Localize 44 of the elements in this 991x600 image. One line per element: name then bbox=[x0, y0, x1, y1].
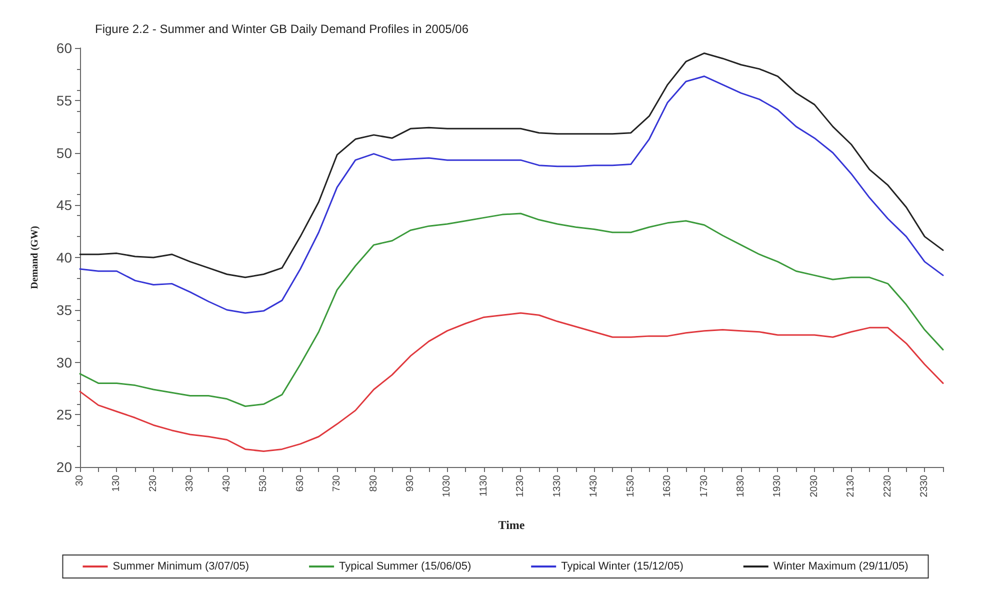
x-tick-label: 30 bbox=[74, 474, 86, 486]
x-tick-label: 2030 bbox=[808, 474, 820, 498]
x-tick-label: 1030 bbox=[442, 474, 453, 498]
y-tick-label: 20 bbox=[56, 459, 72, 475]
x-tick-label: 230 bbox=[148, 474, 159, 492]
y-tick-label: 35 bbox=[56, 302, 72, 318]
x-axis-title: Time bbox=[498, 518, 526, 532]
x-tick-label: 1430 bbox=[588, 474, 600, 498]
chart-title: Figure 2.2 - Summer and Winter GB Daily Demand Profiles in 2005/06 bbox=[95, 22, 469, 36]
x-tick-label: 530 bbox=[258, 474, 270, 492]
y-tick-label: 60 bbox=[56, 40, 72, 56]
legend-label: Typical Summer (15/06/05) bbox=[339, 560, 472, 572]
y-tick-label: 30 bbox=[56, 354, 72, 370]
y-axis-title: Demand (GW) bbox=[30, 226, 40, 290]
y-tick-label: 55 bbox=[56, 92, 72, 108]
x-tick-label: 1330 bbox=[552, 474, 563, 498]
line-series bbox=[79, 312, 944, 452]
x-tick-label: 1830 bbox=[736, 474, 747, 498]
x-tick-label: 1930 bbox=[772, 474, 784, 498]
y-tick-label: 40 bbox=[56, 250, 72, 266]
line-series bbox=[79, 212, 944, 407]
x-tick-label: 2230 bbox=[882, 474, 894, 498]
x-tick-label: 130 bbox=[111, 474, 122, 492]
x-tick-label: 630 bbox=[294, 474, 306, 492]
y-tick-label: 50 bbox=[56, 144, 72, 161]
x-tick-label: 730 bbox=[332, 474, 343, 492]
line-series bbox=[79, 52, 944, 278]
line-series bbox=[79, 76, 944, 314]
x-tick-label: 1130 bbox=[478, 474, 490, 497]
x-tick-label: 2130 bbox=[846, 474, 857, 498]
x-tick-label: 430 bbox=[221, 474, 232, 492]
x-tick-label: 1530 bbox=[625, 474, 636, 498]
x-tick-label: 830 bbox=[368, 474, 380, 492]
x-tick-label: 1230 bbox=[515, 474, 526, 498]
x-tick-label: 930 bbox=[405, 474, 416, 492]
x-tick-label: 1730 bbox=[698, 474, 710, 498]
x-tick-label: 330 bbox=[184, 474, 196, 492]
y-tick-label: 25 bbox=[56, 406, 72, 423]
x-tick-label: 1630 bbox=[662, 474, 674, 498]
legend-label: Winter Maximum (29/11/05) bbox=[773, 560, 908, 572]
y-tick-label: 45 bbox=[56, 197, 72, 214]
legend-label: Summer Minimum (3/07/05) bbox=[112, 560, 250, 572]
x-tick-label: 2330 bbox=[919, 474, 930, 498]
legend-label: Typical Winter (15/12/05) bbox=[561, 560, 684, 572]
